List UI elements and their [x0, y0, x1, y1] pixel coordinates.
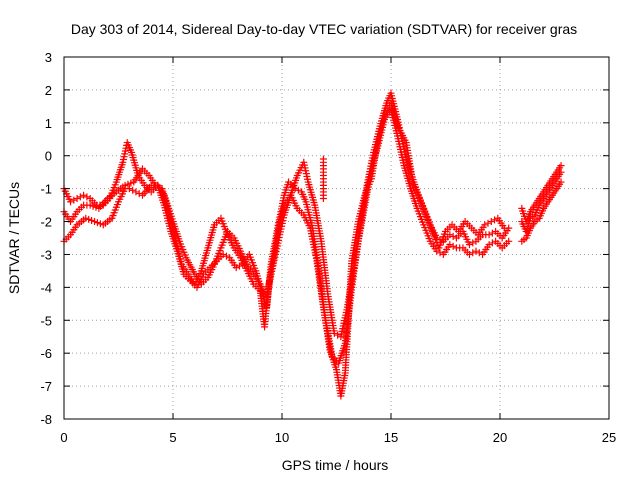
y-tick-label: 0 [45, 149, 52, 164]
data-point [319, 195, 327, 203]
y-tick-label: -1 [40, 182, 52, 197]
x-tick-labels: 0 5 10 15 20 25 [60, 430, 616, 445]
data-point [485, 241, 493, 249]
data-point [70, 196, 78, 204]
data-point [294, 186, 302, 194]
data-point [472, 247, 480, 255]
series-track-a [60, 89, 513, 341]
data-point [487, 218, 495, 226]
data-point [446, 241, 454, 249]
data-point [491, 216, 499, 224]
x-axis-label: GPS time / hours [282, 457, 389, 473]
plot-frame [63, 56, 610, 420]
data-point [465, 250, 473, 258]
y-tick-label: -3 [40, 247, 52, 262]
axis-ticks [63, 56, 610, 420]
y-tick-label: -2 [40, 215, 52, 230]
data-point [330, 329, 338, 337]
data-point [557, 178, 565, 186]
data-point [481, 221, 489, 229]
y-tick-label: -6 [40, 346, 52, 361]
x-tick-label: 0 [60, 430, 67, 445]
y-tick-label: -5 [40, 313, 52, 328]
data-point [155, 183, 163, 191]
x-tick-label: 20 [493, 430, 507, 445]
data-point [125, 185, 133, 193]
data-point [67, 198, 75, 206]
data-point [469, 239, 477, 247]
data-point [129, 186, 137, 194]
data-point [152, 181, 160, 189]
data-point [76, 193, 84, 201]
data-point [232, 264, 240, 272]
data-point [83, 193, 91, 201]
data-point [132, 188, 140, 196]
data-point [334, 331, 342, 339]
data-point [484, 219, 492, 227]
data-points [60, 89, 565, 400]
x-tick-label: 15 [384, 430, 398, 445]
y-axis-label: SDTVAR / TECUs [6, 182, 22, 294]
series-track-c [60, 99, 508, 400]
x-tick-label: 5 [169, 430, 176, 445]
x-tick-label: 10 [275, 430, 289, 445]
y-tick-label: 1 [45, 116, 52, 131]
data-point [500, 224, 508, 232]
data-point [291, 185, 299, 193]
data-point [469, 249, 477, 257]
data-point [73, 195, 81, 203]
data-point [80, 191, 88, 199]
x-tick-label: 25 [602, 430, 616, 445]
data-point [222, 252, 230, 260]
data-point [465, 241, 473, 249]
y-tick-labels: -8 -7 -6 -5 -4 -3 -2 -1 0 1 2 3 [40, 50, 52, 427]
data-point [219, 250, 227, 258]
y-tick-label: 2 [45, 83, 52, 98]
y-tick-label: -7 [40, 379, 52, 394]
data-point [505, 237, 513, 245]
y-tick-label: -8 [40, 412, 52, 427]
series-spike-12h [319, 155, 327, 203]
data-point [485, 231, 493, 239]
data-point [557, 162, 565, 170]
chart-title: Day 303 of 2014, Sidereal Day-to-day VTE… [71, 21, 577, 37]
data-point [475, 249, 483, 257]
y-tick-label: 3 [45, 50, 52, 65]
series-track-d [518, 162, 565, 245]
data-point [449, 242, 457, 250]
y-tick-label: -4 [40, 280, 52, 295]
data-point [436, 249, 444, 257]
